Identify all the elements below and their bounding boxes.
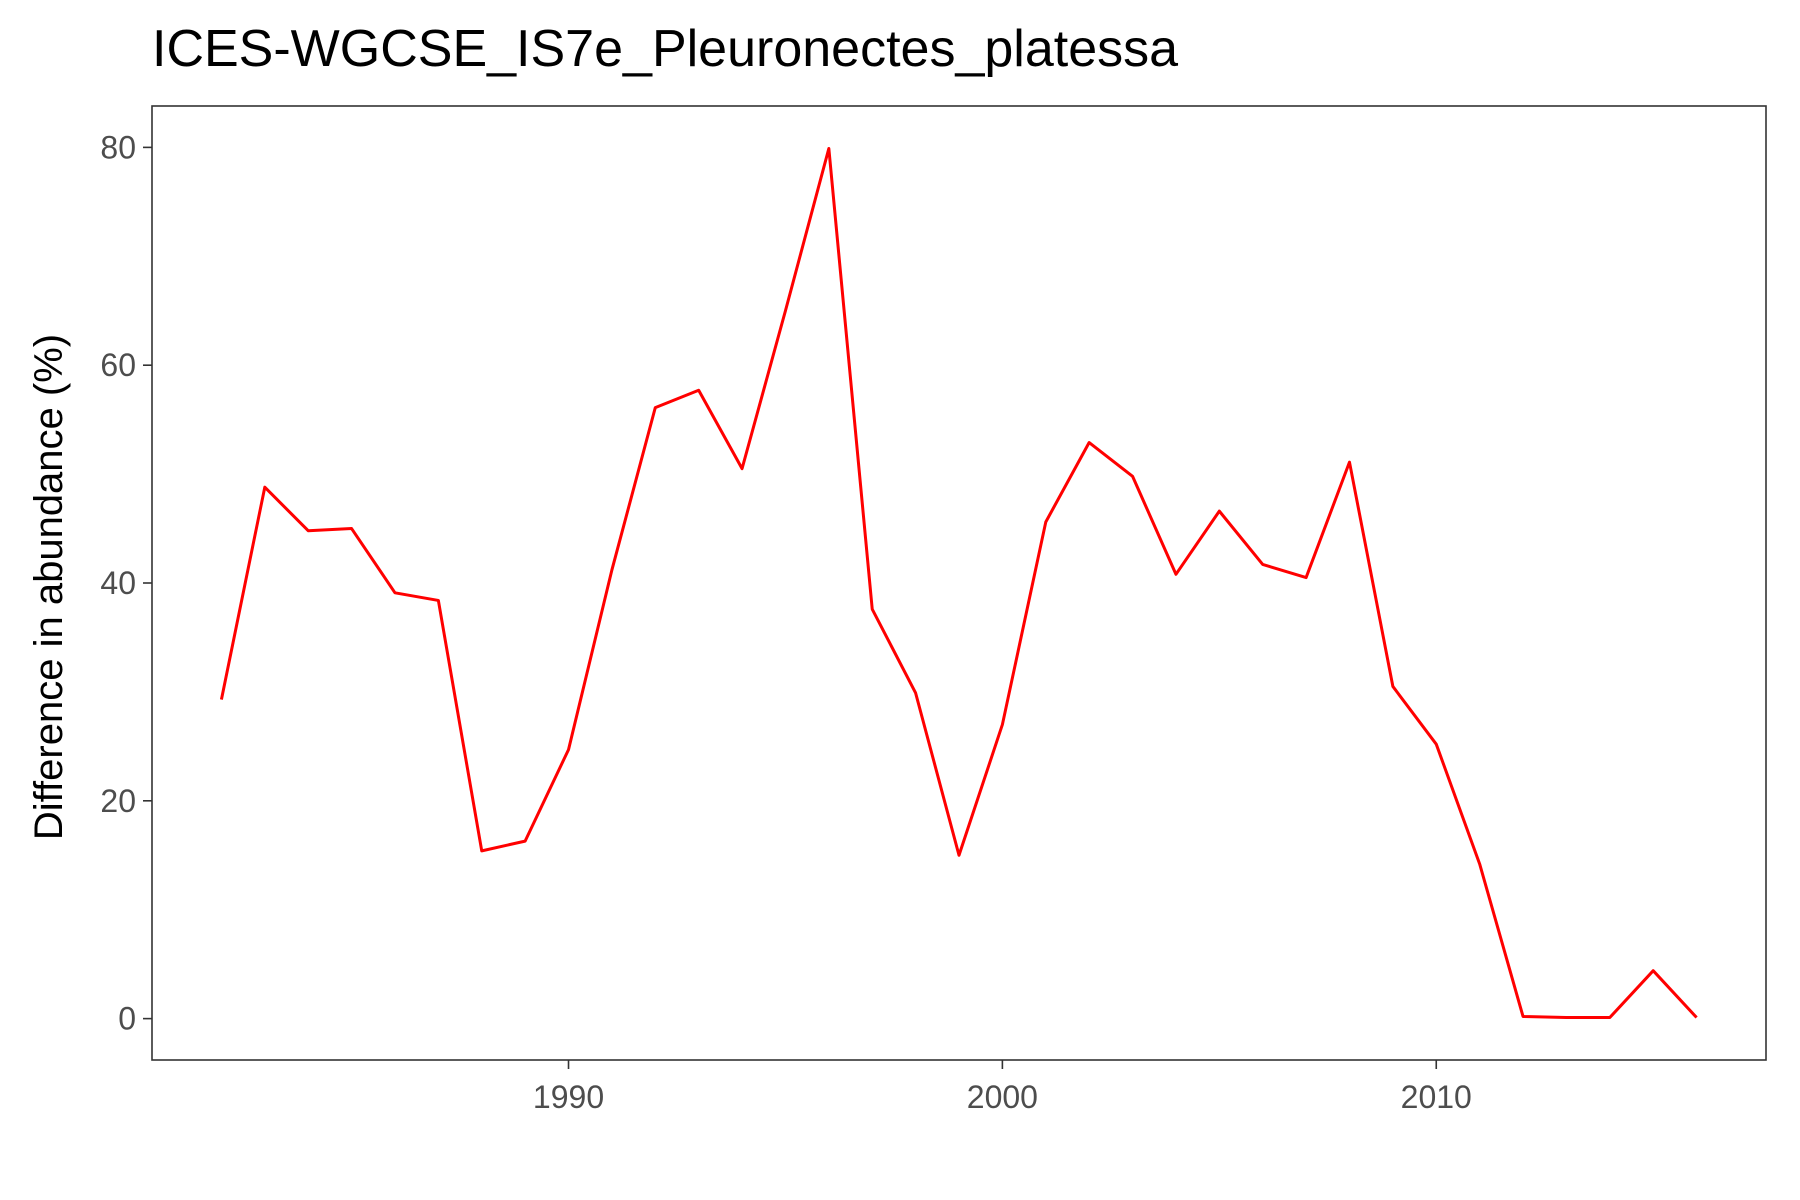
y-tick-label: 40 bbox=[100, 565, 136, 601]
series-group bbox=[219, 146, 1698, 1020]
plot-panel bbox=[151, 105, 1767, 1061]
y-tick-label: 0 bbox=[118, 1001, 136, 1037]
chart-title: ICES-WGCSE_IS7e_Pleuronectes_platessa bbox=[152, 20, 1178, 78]
x-tick-label: 2000 bbox=[967, 1079, 1038, 1115]
x-axis: 1990 2000 2010 bbox=[533, 1060, 1472, 1115]
series-line bbox=[219, 146, 1698, 1020]
y-axis-label: Difference in abundance (%) bbox=[27, 334, 71, 840]
x-tick-label: 1990 bbox=[533, 1079, 604, 1115]
y-tick-label: 60 bbox=[100, 347, 136, 383]
y-axis: 0 20 40 60 80 bbox=[100, 129, 152, 1037]
y-tick-label: 80 bbox=[100, 129, 136, 165]
x-tick-label: 2010 bbox=[1401, 1079, 1472, 1115]
y-tick-label: 20 bbox=[100, 783, 136, 819]
